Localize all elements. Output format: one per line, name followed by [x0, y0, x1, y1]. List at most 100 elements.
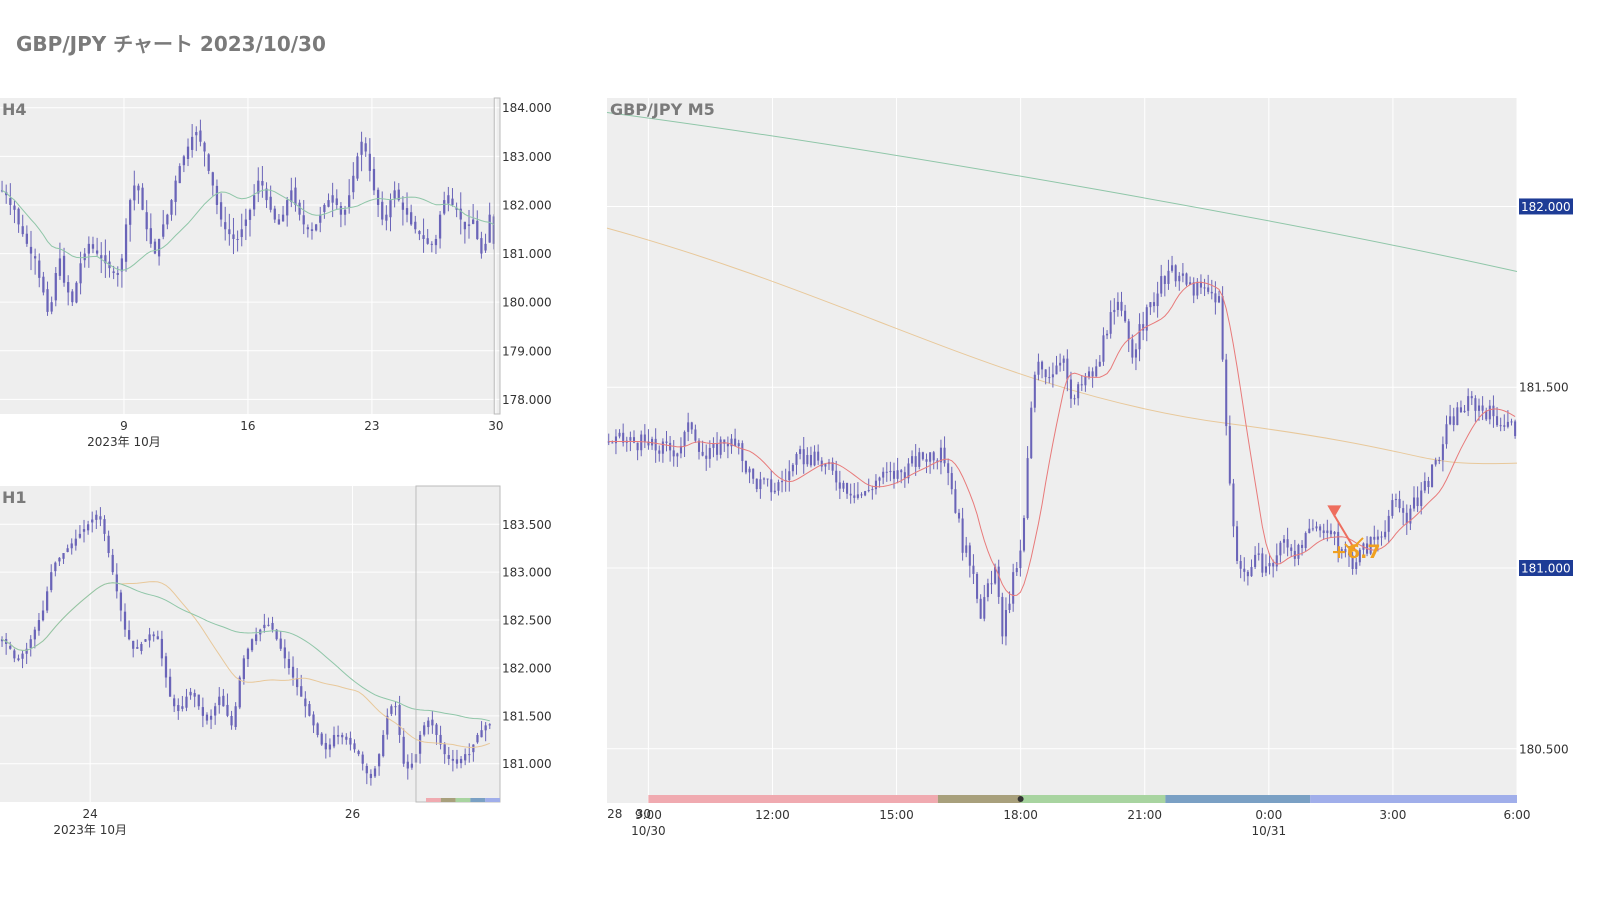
m5-candle-body [990, 583, 993, 585]
h1-candle-body [9, 645, 12, 649]
h4-candle-body [273, 208, 276, 220]
h1-candle-body [263, 624, 266, 629]
m5-candle-body [654, 438, 657, 451]
m5-candle-body [820, 460, 823, 467]
m5-candle-body [1239, 560, 1242, 569]
m5-candle-body [1124, 310, 1127, 322]
m5-candle-body [708, 447, 711, 459]
m5-candle-body [1059, 362, 1062, 366]
m5-candle-body [1030, 407, 1033, 459]
m5-candle-body [914, 456, 917, 467]
h1-candle-body [255, 634, 258, 642]
m5-xtick-label: 21:00 [1127, 808, 1162, 822]
m5-candle-body [997, 566, 1000, 597]
h1-candle-body [148, 634, 151, 641]
h1-candle-body [17, 658, 20, 661]
h1-candle-body [99, 516, 102, 520]
h4-candle-body [5, 192, 8, 196]
m5-candle-body [983, 597, 986, 619]
m5-candle-body [954, 489, 957, 513]
h4-candle-body [54, 273, 57, 301]
h4-candle-body [186, 146, 190, 159]
h4-candle-body [376, 189, 380, 205]
h1-candle-body [275, 629, 278, 640]
h4-candle-body [389, 200, 392, 218]
m5-candle-body [976, 573, 979, 599]
h1-candle-body [398, 705, 401, 735]
m5-chart-panel[interactable]: 180.500 181.000 181.500 182.000 9:00 10/30 12:… [606, 98, 1573, 838]
m5-candle-body [1431, 464, 1434, 488]
m5-candle-body [1290, 547, 1293, 551]
h1-candle-body [361, 754, 364, 764]
h1-candle-body [78, 533, 82, 538]
m5-candle-body [1087, 371, 1091, 377]
m5-candle-body [994, 566, 997, 584]
h1-ma-line [1, 582, 490, 722]
h1-chart-panel[interactable]: 181.000 181.500 182.000 182.500 183.000 183.5… [0, 485, 651, 837]
m5-candle-body [932, 452, 935, 461]
m5-candle-body [679, 445, 682, 454]
m5-candles [607, 255, 1517, 646]
m5-candle-body [683, 431, 686, 446]
m5-xtick-label: 9:00 [635, 808, 662, 822]
m5-candle-body [1311, 528, 1314, 530]
h1-session-band [426, 798, 441, 802]
m5-candle-body [831, 462, 834, 471]
h1-candle-body [455, 759, 459, 764]
m5-price-tag [1519, 560, 1573, 576]
h4-candle-body [343, 209, 347, 215]
h4-candle-body [480, 238, 483, 254]
h1-candle-body [250, 639, 254, 651]
h1-candle-body [373, 768, 377, 777]
m5-candle-body [1272, 563, 1275, 567]
h4-candle-body [182, 156, 186, 166]
h4-chart-panel[interactable]: 178.000 179.000 180.000 181.000 182.000 183.0… [0, 97, 552, 449]
h4-candle-body [228, 229, 231, 235]
m5-candle-body [1373, 536, 1376, 540]
m5-candle-body [1228, 426, 1231, 484]
h1-candle-body [357, 751, 360, 755]
h1-session-band [485, 798, 500, 802]
h4-candle-body [451, 198, 454, 205]
m5-candle-body [1174, 265, 1177, 282]
m5-candle-body [900, 470, 903, 473]
h4-candle-body [261, 181, 264, 186]
h1-candle-body [304, 698, 307, 707]
m5-candle-body [1008, 603, 1011, 611]
m5-candle-body [676, 453, 679, 457]
m5-candle-body [1391, 500, 1394, 516]
h4-candle-body [33, 256, 37, 259]
m5-candle-body [1329, 530, 1332, 535]
h1-candle-body [185, 696, 188, 708]
h1-candle-body [459, 758, 463, 764]
m5-candle-body [1315, 526, 1318, 529]
h4-candle-body [141, 187, 144, 210]
m5-candle-body [669, 442, 672, 451]
m5-candle-body [1434, 460, 1437, 465]
h1-ytick-label: 182.000 [502, 661, 552, 675]
m5-candle-body [1412, 497, 1416, 509]
h1-candle-body [54, 562, 57, 572]
m5-candle-body [726, 443, 729, 447]
h4-candle-body [281, 214, 285, 222]
m5-candle-body [1033, 374, 1036, 408]
h1-plot-area [0, 486, 500, 802]
h4-candle-body [91, 244, 95, 249]
m5-candle-body [1496, 416, 1499, 426]
h4-candle-body [294, 187, 297, 205]
h1-candle-body [488, 724, 491, 726]
h1-candle-body [447, 755, 450, 759]
h4-candle-body [335, 198, 338, 205]
m5-candle-body [705, 455, 708, 459]
m5-candle-body [1084, 376, 1087, 386]
m5-candle-body [835, 470, 838, 483]
m5-candle-body [1236, 526, 1239, 561]
h1-candle-body [181, 706, 184, 709]
h1-candle-body [66, 548, 69, 552]
m5-candle-body [1488, 405, 1491, 420]
h4-candle-body [455, 207, 458, 210]
m5-candle-body [1402, 508, 1405, 513]
m5-candle-body [1347, 552, 1351, 556]
h4-candle-body [302, 215, 305, 225]
